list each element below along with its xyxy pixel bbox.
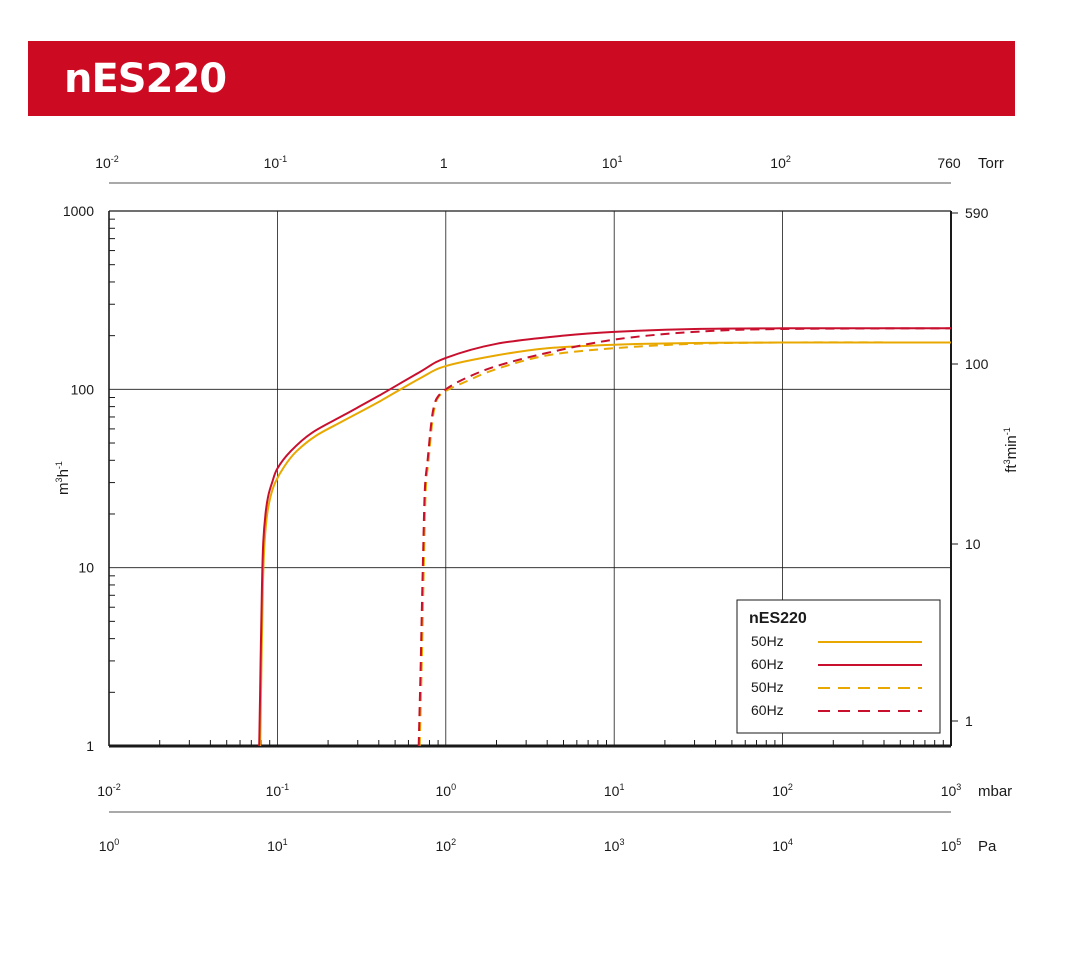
chart-title: nES220: [64, 56, 227, 102]
right-tick-label: 10: [965, 536, 981, 552]
torr-unit: Torr: [978, 155, 1004, 172]
left-tick-label: 10: [78, 560, 94, 576]
pa-unit: Pa: [978, 838, 997, 855]
right-tick-label: 100: [965, 356, 989, 372]
mbar-tick-label: 102: [772, 782, 793, 799]
mbar-tick-label: 100: [436, 782, 457, 799]
mbar-unit: mbar: [978, 783, 1012, 800]
left-axis-unit: m3h-1: [54, 461, 72, 495]
mbar-tick-label: 101: [604, 782, 625, 799]
torr-tick-label: 760: [937, 155, 961, 171]
series-lines: [258, 327, 952, 747]
legend-label: 60Hz: [751, 656, 784, 672]
legend-label: 50Hz: [751, 679, 784, 695]
left-tick-label: 1000: [63, 203, 94, 219]
torr-tick-label: 102: [770, 154, 791, 171]
series-line-1: [259, 341, 951, 747]
right-tick-label: 590: [965, 205, 989, 221]
series-line-4: [417, 327, 952, 747]
torr-tick-label: 10-2: [95, 154, 119, 171]
mbar-tick-label: 103: [941, 782, 962, 799]
pa-tick-label: 103: [604, 837, 625, 854]
legend-label: 50Hz: [751, 633, 784, 649]
legend: nES220 50Hz 60Hz 50Hz 60Hz: [736, 599, 941, 734]
legend-title: nES220: [749, 610, 807, 627]
right-axis-unit: ft3min-1: [1002, 427, 1020, 473]
pa-tick-label: 100: [99, 837, 120, 854]
pa-tick-label: 105: [941, 837, 962, 854]
pa-tick-label: 101: [267, 837, 288, 854]
pa-tick-label: 102: [436, 837, 457, 854]
torr-tick-label: 10-1: [264, 154, 288, 171]
left-tick-label: 100: [71, 381, 95, 397]
legend-label: 60Hz: [751, 702, 784, 718]
left-tick-label: 1: [86, 738, 94, 754]
mbar-tick-label: 10-1: [266, 782, 290, 799]
mbar-tick-label: 10-2: [97, 782, 121, 799]
right-tick-label: 1: [965, 713, 973, 729]
pa-tick-label: 104: [772, 837, 793, 854]
torr-tick-label: 1: [440, 155, 448, 171]
torr-tick-label: 101: [602, 154, 623, 171]
series-line-2: [258, 327, 952, 747]
title-banner: nES220: [28, 41, 1015, 116]
